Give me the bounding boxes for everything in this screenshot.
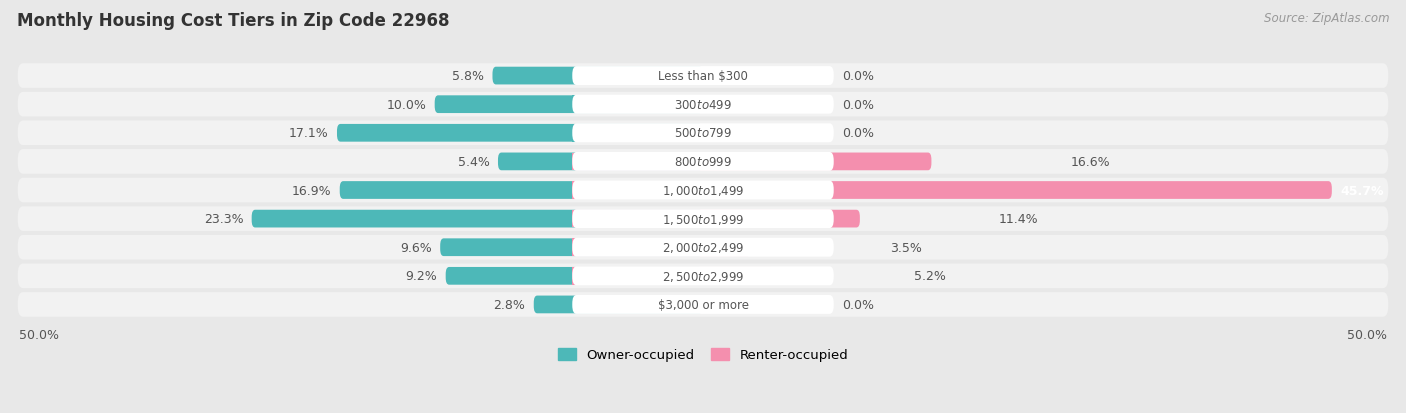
Text: 0.0%: 0.0% — [842, 70, 875, 83]
FancyBboxPatch shape — [434, 96, 703, 114]
Text: 50.0%: 50.0% — [1347, 328, 1386, 341]
Text: 0.0%: 0.0% — [842, 127, 875, 140]
FancyBboxPatch shape — [572, 182, 703, 199]
FancyBboxPatch shape — [572, 267, 834, 285]
Text: $800 to $999: $800 to $999 — [673, 156, 733, 169]
FancyBboxPatch shape — [572, 295, 834, 314]
FancyBboxPatch shape — [572, 210, 703, 228]
FancyBboxPatch shape — [572, 182, 703, 199]
FancyBboxPatch shape — [18, 207, 1388, 231]
Text: 9.2%: 9.2% — [406, 270, 437, 282]
Text: 45.7%: 45.7% — [1340, 184, 1384, 197]
FancyBboxPatch shape — [572, 68, 703, 85]
FancyBboxPatch shape — [18, 292, 1388, 317]
FancyBboxPatch shape — [572, 239, 703, 256]
FancyBboxPatch shape — [18, 235, 1388, 260]
FancyBboxPatch shape — [440, 239, 703, 256]
Text: 5.2%: 5.2% — [914, 270, 945, 282]
Text: Less than $300: Less than $300 — [658, 70, 748, 83]
FancyBboxPatch shape — [572, 153, 931, 171]
Text: $500 to $799: $500 to $799 — [673, 127, 733, 140]
FancyBboxPatch shape — [572, 210, 834, 228]
FancyBboxPatch shape — [572, 267, 775, 285]
Text: 2.8%: 2.8% — [494, 298, 526, 311]
FancyBboxPatch shape — [18, 150, 1388, 174]
FancyBboxPatch shape — [572, 182, 1331, 199]
Legend: Owner-occupied, Renter-occupied: Owner-occupied, Renter-occupied — [553, 343, 853, 367]
FancyBboxPatch shape — [498, 153, 703, 171]
FancyBboxPatch shape — [572, 152, 834, 171]
FancyBboxPatch shape — [572, 153, 703, 171]
Text: 23.3%: 23.3% — [204, 213, 243, 225]
FancyBboxPatch shape — [337, 125, 703, 142]
FancyBboxPatch shape — [572, 239, 703, 256]
Text: 10.0%: 10.0% — [387, 98, 426, 112]
Text: 5.8%: 5.8% — [453, 70, 484, 83]
FancyBboxPatch shape — [18, 264, 1388, 288]
Text: 11.4%: 11.4% — [998, 213, 1039, 225]
FancyBboxPatch shape — [534, 296, 703, 313]
Text: Source: ZipAtlas.com: Source: ZipAtlas.com — [1264, 12, 1389, 25]
FancyBboxPatch shape — [572, 296, 703, 313]
FancyBboxPatch shape — [572, 95, 834, 114]
FancyBboxPatch shape — [572, 267, 703, 285]
FancyBboxPatch shape — [340, 182, 703, 199]
FancyBboxPatch shape — [572, 67, 834, 86]
Text: 16.6%: 16.6% — [1070, 156, 1109, 169]
Text: 5.4%: 5.4% — [458, 156, 489, 169]
Text: 16.9%: 16.9% — [292, 184, 332, 197]
Text: $2,500 to $2,999: $2,500 to $2,999 — [662, 269, 744, 283]
Text: $1,500 to $1,999: $1,500 to $1,999 — [662, 212, 744, 226]
Text: 9.6%: 9.6% — [401, 241, 432, 254]
FancyBboxPatch shape — [572, 125, 703, 142]
Text: $300 to $499: $300 to $499 — [673, 98, 733, 112]
FancyBboxPatch shape — [18, 93, 1388, 117]
FancyBboxPatch shape — [572, 210, 703, 228]
FancyBboxPatch shape — [18, 121, 1388, 146]
Text: 17.1%: 17.1% — [290, 127, 329, 140]
Text: 3.5%: 3.5% — [890, 241, 922, 254]
Text: Monthly Housing Cost Tiers in Zip Code 22968: Monthly Housing Cost Tiers in Zip Code 2… — [17, 12, 450, 30]
FancyBboxPatch shape — [572, 96, 703, 114]
FancyBboxPatch shape — [572, 238, 834, 257]
FancyBboxPatch shape — [18, 64, 1388, 89]
Text: 50.0%: 50.0% — [20, 328, 59, 341]
FancyBboxPatch shape — [572, 153, 703, 171]
FancyBboxPatch shape — [492, 68, 703, 85]
FancyBboxPatch shape — [18, 178, 1388, 203]
Text: 0.0%: 0.0% — [842, 98, 875, 112]
Text: $2,000 to $2,499: $2,000 to $2,499 — [662, 241, 744, 254]
Text: $1,000 to $1,499: $1,000 to $1,499 — [662, 183, 744, 197]
FancyBboxPatch shape — [572, 181, 834, 200]
FancyBboxPatch shape — [572, 239, 751, 256]
FancyBboxPatch shape — [572, 210, 860, 228]
FancyBboxPatch shape — [572, 267, 703, 285]
Text: $3,000 or more: $3,000 or more — [658, 298, 748, 311]
Text: 0.0%: 0.0% — [842, 298, 875, 311]
FancyBboxPatch shape — [252, 210, 703, 228]
FancyBboxPatch shape — [572, 124, 834, 143]
FancyBboxPatch shape — [446, 267, 703, 285]
